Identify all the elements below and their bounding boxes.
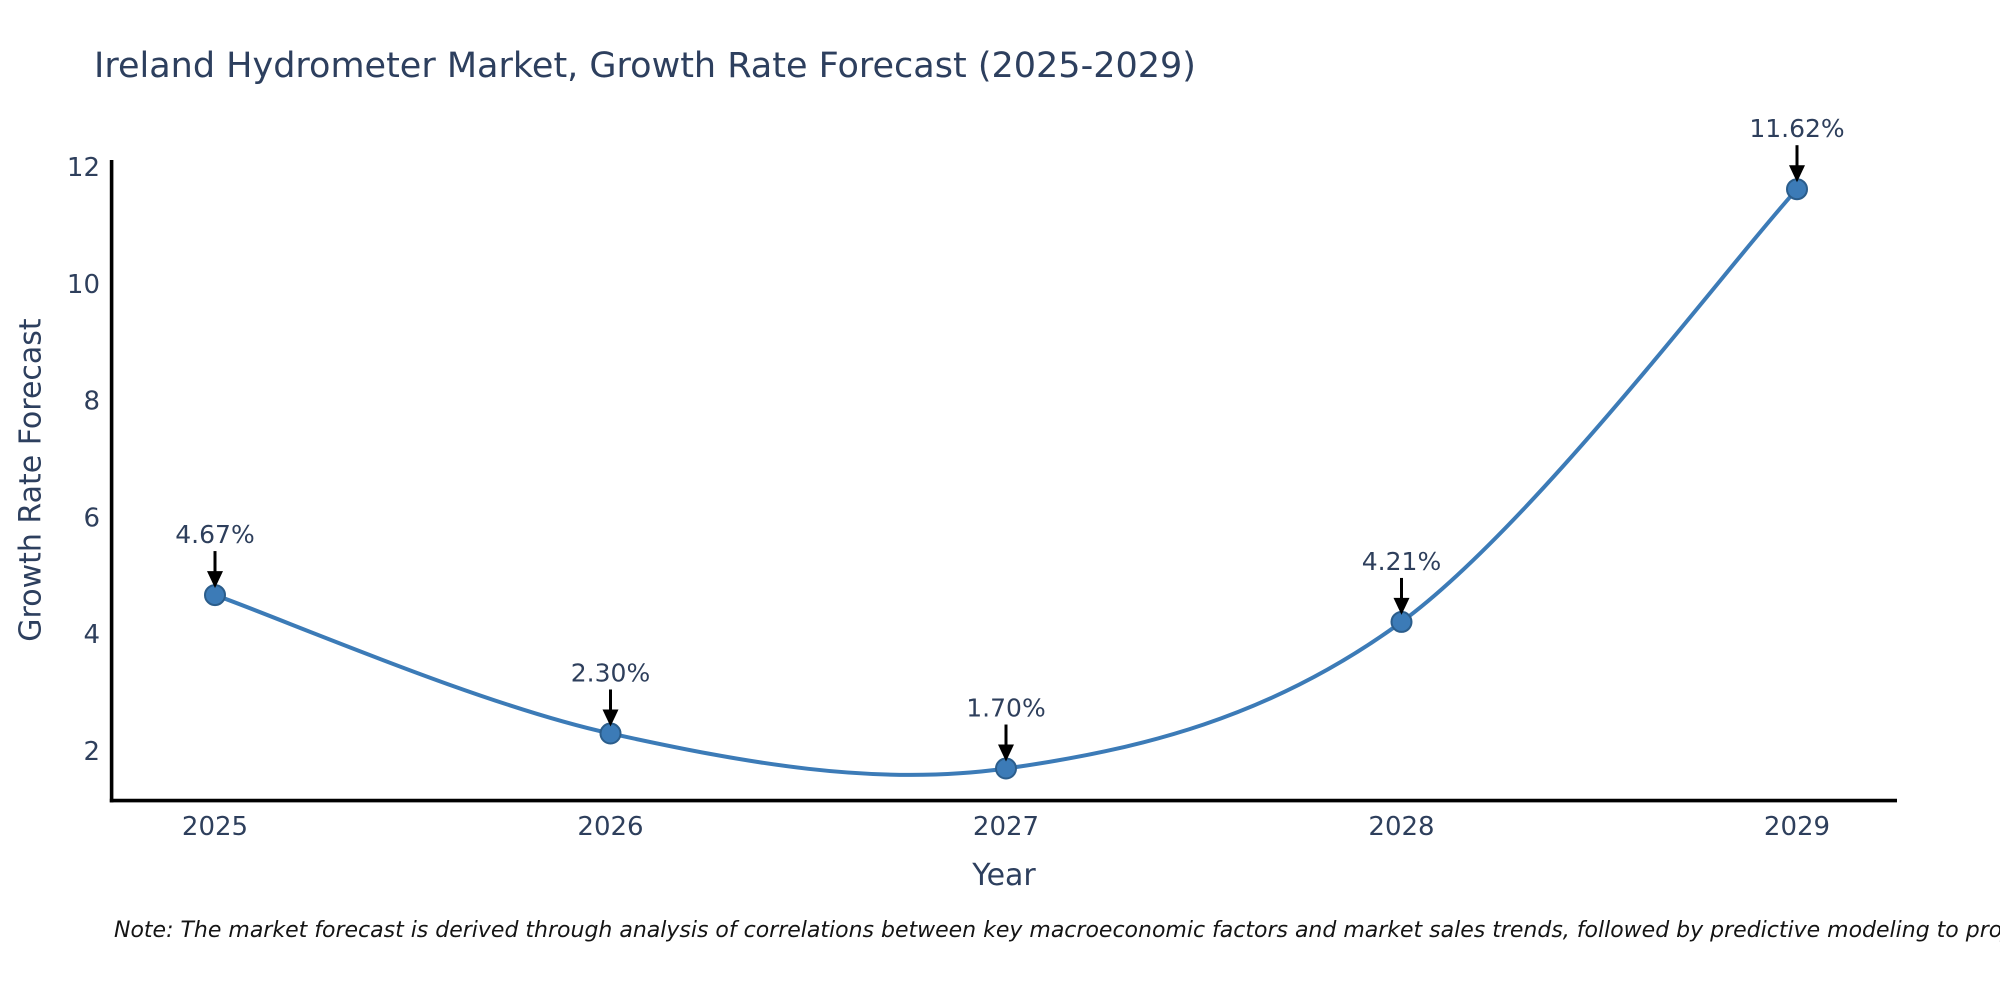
annotation-arrowhead-icon <box>207 571 223 589</box>
annotation-label: 1.70% <box>966 694 1045 723</box>
annotation-arrowhead-icon <box>998 744 1014 762</box>
growth-rate-line <box>213 187 1799 777</box>
y-tick-label: 8 <box>83 387 100 417</box>
annotation-label: 4.67% <box>175 520 254 549</box>
annotation-arrowhead-icon <box>1789 165 1805 183</box>
x-tick-label: 2028 <box>1368 812 1434 842</box>
x-tick-label: 2026 <box>577 812 643 842</box>
annotation-label: 2.30% <box>571 658 650 687</box>
annotation-arrowhead-icon <box>1393 597 1410 615</box>
y-axis-title: Growth Rate Forecast <box>13 318 49 642</box>
x-tick-label: 2025 <box>182 812 248 842</box>
x-tick-label: 2029 <box>1764 812 1830 842</box>
annotation-label: 4.21% <box>1362 547 1441 576</box>
annotation-label: 11.62% <box>1749 114 1844 143</box>
y-tick-label: 12 <box>67 153 100 183</box>
y-tick-label: 6 <box>83 503 100 533</box>
x-tick-label: 2027 <box>973 812 1039 842</box>
y-tick-label: 2 <box>83 737 100 767</box>
x-axis-title: Year <box>972 858 1036 893</box>
chart-title: Ireland Hydrometer Market, Growth Rate F… <box>94 46 1196 86</box>
chart-note: Note: The market forecast is derived thr… <box>114 918 2000 943</box>
annotation-arrowhead-icon <box>602 709 619 727</box>
y-tick-label: 10 <box>67 270 100 300</box>
y-tick-label: 4 <box>83 620 100 650</box>
